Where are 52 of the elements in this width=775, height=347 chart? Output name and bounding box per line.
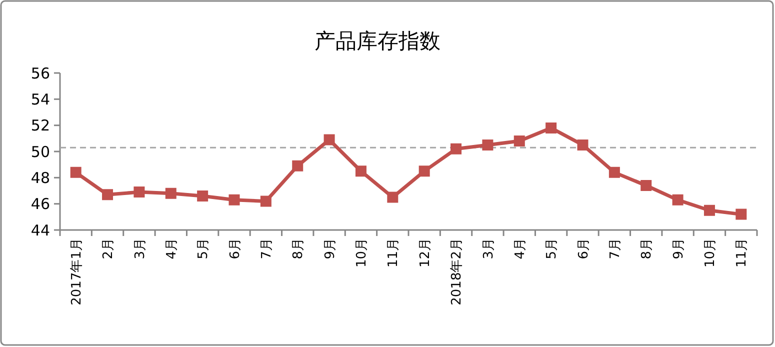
x-tick-label: 11月	[386, 238, 402, 268]
y-tick-label: 48	[30, 168, 50, 187]
point	[704, 204, 715, 216]
x-tick-label: 3月	[481, 238, 496, 260]
point	[102, 189, 114, 200]
point	[292, 160, 304, 172]
point	[514, 136, 525, 147]
x-tick-label: 8月	[640, 238, 655, 260]
x-tick-label: 11月	[734, 238, 750, 268]
point	[355, 166, 366, 177]
x-tick-label: 2018年2月	[450, 238, 465, 306]
x-tick-label: 6月	[576, 238, 592, 260]
x-tick-label: 2017年1月	[69, 238, 84, 306]
point	[608, 166, 620, 178]
point	[577, 139, 588, 150]
point	[672, 194, 684, 206]
point	[640, 180, 652, 192]
y-tick-label: 50	[30, 142, 50, 161]
x-tick-label: 5月	[544, 238, 560, 260]
point	[482, 139, 494, 150]
x-tick-label: 7月	[259, 238, 274, 260]
x-tick-label: 4月	[512, 238, 528, 260]
x-tick-label: 7月	[608, 238, 623, 260]
point	[165, 188, 176, 199]
x-tick-label: 12月	[418, 238, 433, 268]
point	[450, 143, 462, 154]
point	[546, 122, 557, 134]
point	[260, 196, 272, 207]
y-tick-label: 52	[30, 116, 50, 135]
point	[134, 186, 145, 198]
y-tick-label: 56	[30, 64, 50, 82]
point	[228, 194, 240, 206]
x-tick-label: 2月	[101, 238, 116, 260]
x-tick-label: 8月	[291, 238, 306, 260]
x-tick-label: 10月	[703, 238, 718, 268]
x-tick-label: 5月	[196, 238, 212, 260]
point	[70, 166, 82, 178]
x-tick-label: 9月	[322, 238, 338, 260]
x-tick-label: 4月	[164, 238, 180, 260]
x-tick-label: 6月	[228, 238, 243, 260]
x-tick-label: 10月	[354, 238, 370, 268]
y-tick-label: 44	[30, 221, 50, 240]
chart-title: 产品库存指数	[314, 29, 440, 53]
x-tick-label: 9月	[671, 238, 686, 260]
point	[387, 192, 398, 203]
y-tick-label: 54	[30, 90, 50, 108]
point	[736, 208, 747, 220]
point	[324, 134, 335, 146]
point	[418, 166, 430, 177]
x-tick-label: 3月	[132, 238, 148, 260]
y-tick-label: 46	[30, 195, 50, 214]
point	[197, 190, 208, 202]
